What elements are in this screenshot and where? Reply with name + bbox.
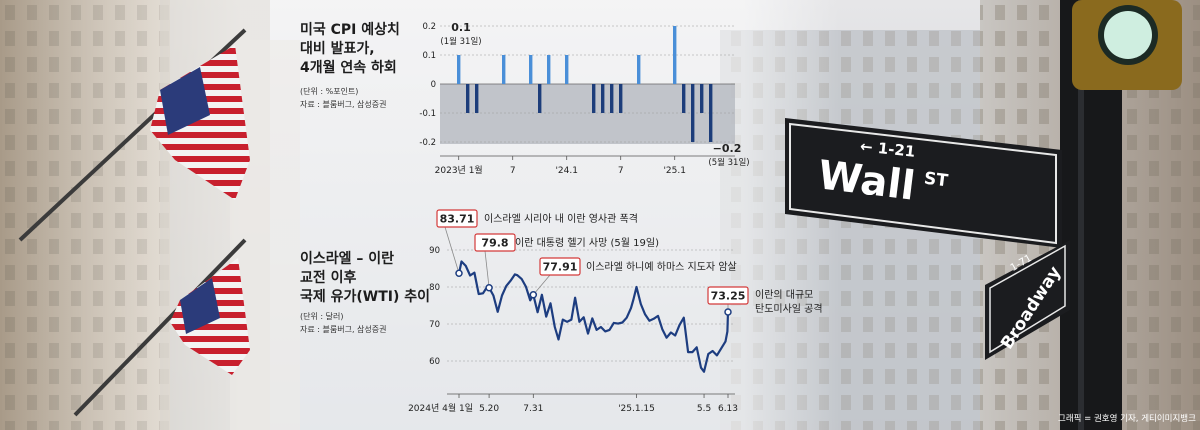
wti-title-line-2: 교전 이후 — [300, 270, 357, 286]
wti-event-point — [529, 290, 538, 299]
cpi-x-tick-label: 2023년 1월 — [435, 164, 483, 176]
wti-x-tick-label: 6.13 — [718, 404, 738, 414]
wti-event-leader — [484, 250, 490, 288]
wti-x-tick-label: '25.1.15 — [618, 404, 655, 414]
cpi-bar — [601, 84, 605, 113]
cpi-bar — [592, 84, 596, 113]
cpi-y-tick-label: 0.2 — [422, 22, 436, 32]
wti-x-tick-label: 2024년 4월 1일 — [408, 402, 473, 414]
wti-event-label: 이스라엘 하니예 하마스 지도자 암살 — [586, 260, 737, 273]
us-flag-upper — [18, 28, 250, 242]
wti-event-label: 탄도미사일 공격 — [755, 302, 823, 315]
cpi-annotation-value: −0.2 — [713, 142, 742, 155]
wti-title-line-1: 이스라엘 – 이란 — [300, 251, 395, 267]
wti-unit-note: (단위 : 달러) — [300, 312, 344, 321]
wti-price-line — [457, 260, 730, 373]
cpi-x-tick-label: '24.1 — [555, 166, 578, 176]
wti-y-tick-label: 90 — [429, 246, 440, 256]
cpi-y-tick-label: 0.1 — [422, 51, 436, 61]
cpi-annotation-date: (1월 31일) — [440, 36, 481, 47]
cpi-x-tick-label: 7 — [618, 166, 624, 176]
cpi-y-tick-label: -0.2 — [419, 138, 436, 148]
cpi-bar — [565, 55, 569, 84]
cpi-bar — [466, 84, 470, 113]
wti-x-tick-label: 7.31 — [523, 404, 543, 414]
cpi-unit-note: (단위 : %포인트) — [300, 87, 359, 96]
cpi-title-line-1: 미국 CPI 예상치 — [300, 22, 400, 38]
cpi-title-line-2: 대비 발표가, — [300, 41, 375, 57]
cpi-bar — [619, 84, 623, 113]
cpi-bar — [673, 26, 677, 84]
cpi-bar — [637, 55, 641, 84]
cpi-bar — [700, 84, 704, 113]
wti-x-tick-label: 5.20 — [479, 404, 499, 414]
wti-event-value: 79.8 — [481, 237, 508, 250]
cpi-bar — [682, 84, 686, 113]
us-flag-lower — [73, 238, 250, 417]
wti-event-value-box — [474, 233, 516, 252]
wti-event-point — [455, 269, 463, 278]
wti-x-tick-label: 5.5 — [697, 404, 711, 414]
wti-event-value-box — [707, 286, 749, 305]
wti-event-value: 73.25 — [711, 290, 746, 303]
cpi-bar — [691, 84, 695, 142]
cpi-annotation-date: (5월 31일) — [708, 157, 749, 168]
wall-st-sign — [785, 118, 1062, 248]
wti-event-label: 이스라엘 시리아 내 이란 영사관 폭격 — [484, 212, 638, 225]
traffic-light — [1072, 0, 1182, 90]
wti-event-leader — [444, 226, 460, 274]
cpi-bar — [547, 55, 551, 84]
cpi-x-tick-label: '25.1 — [663, 166, 686, 176]
cpi-negative-band — [440, 84, 735, 144]
cpi-y-tick-label: -0.1 — [419, 109, 436, 119]
cpi-bar — [538, 84, 542, 113]
wti-y-tick-label: 60 — [429, 357, 440, 367]
wti-event-point — [485, 283, 493, 292]
wti-event-leader — [533, 274, 551, 295]
wti-event-label: 이란 대통령 헬기 사망 (5월 19일) — [515, 237, 659, 249]
cpi-bar — [709, 84, 713, 142]
cpi-bar — [457, 55, 461, 84]
cpi-title-line-3: 4개월 연속 하회 — [300, 60, 397, 76]
wti-title-line-3: 국제 유가(WTI) 추이 — [300, 289, 431, 305]
cpi-bar — [502, 55, 506, 84]
wti-event-value: 83.71 — [440, 213, 475, 226]
cpi-bar — [610, 84, 614, 113]
wti-event-label: 이란의 대규모 — [755, 289, 813, 301]
wti-event-value-box — [436, 209, 478, 228]
broadway-sign — [985, 240, 1070, 360]
wti-event-value-box — [539, 257, 581, 276]
wti-source-note: 자료 : 블룸버그, 삼성증권 — [300, 325, 387, 334]
cpi-annotation-value: 0.1 — [451, 21, 471, 34]
cpi-source-note: 자료 : 블룸버그, 삼성증권 — [300, 100, 387, 109]
graphic-credit: 그래픽 = 권호영 기자, 게티이미지뱅크 — [1058, 414, 1196, 424]
wti-y-tick-label: 70 — [429, 320, 440, 330]
wti-event-point — [724, 308, 732, 316]
cpi-x-tick-label: 7 — [510, 166, 516, 176]
cpi-bar — [529, 55, 533, 84]
wti-y-tick-label: 80 — [429, 283, 440, 293]
wti-event-value: 77.91 — [543, 261, 578, 274]
cpi-bar — [475, 84, 479, 113]
cpi-y-tick-label: 0 — [431, 80, 436, 90]
